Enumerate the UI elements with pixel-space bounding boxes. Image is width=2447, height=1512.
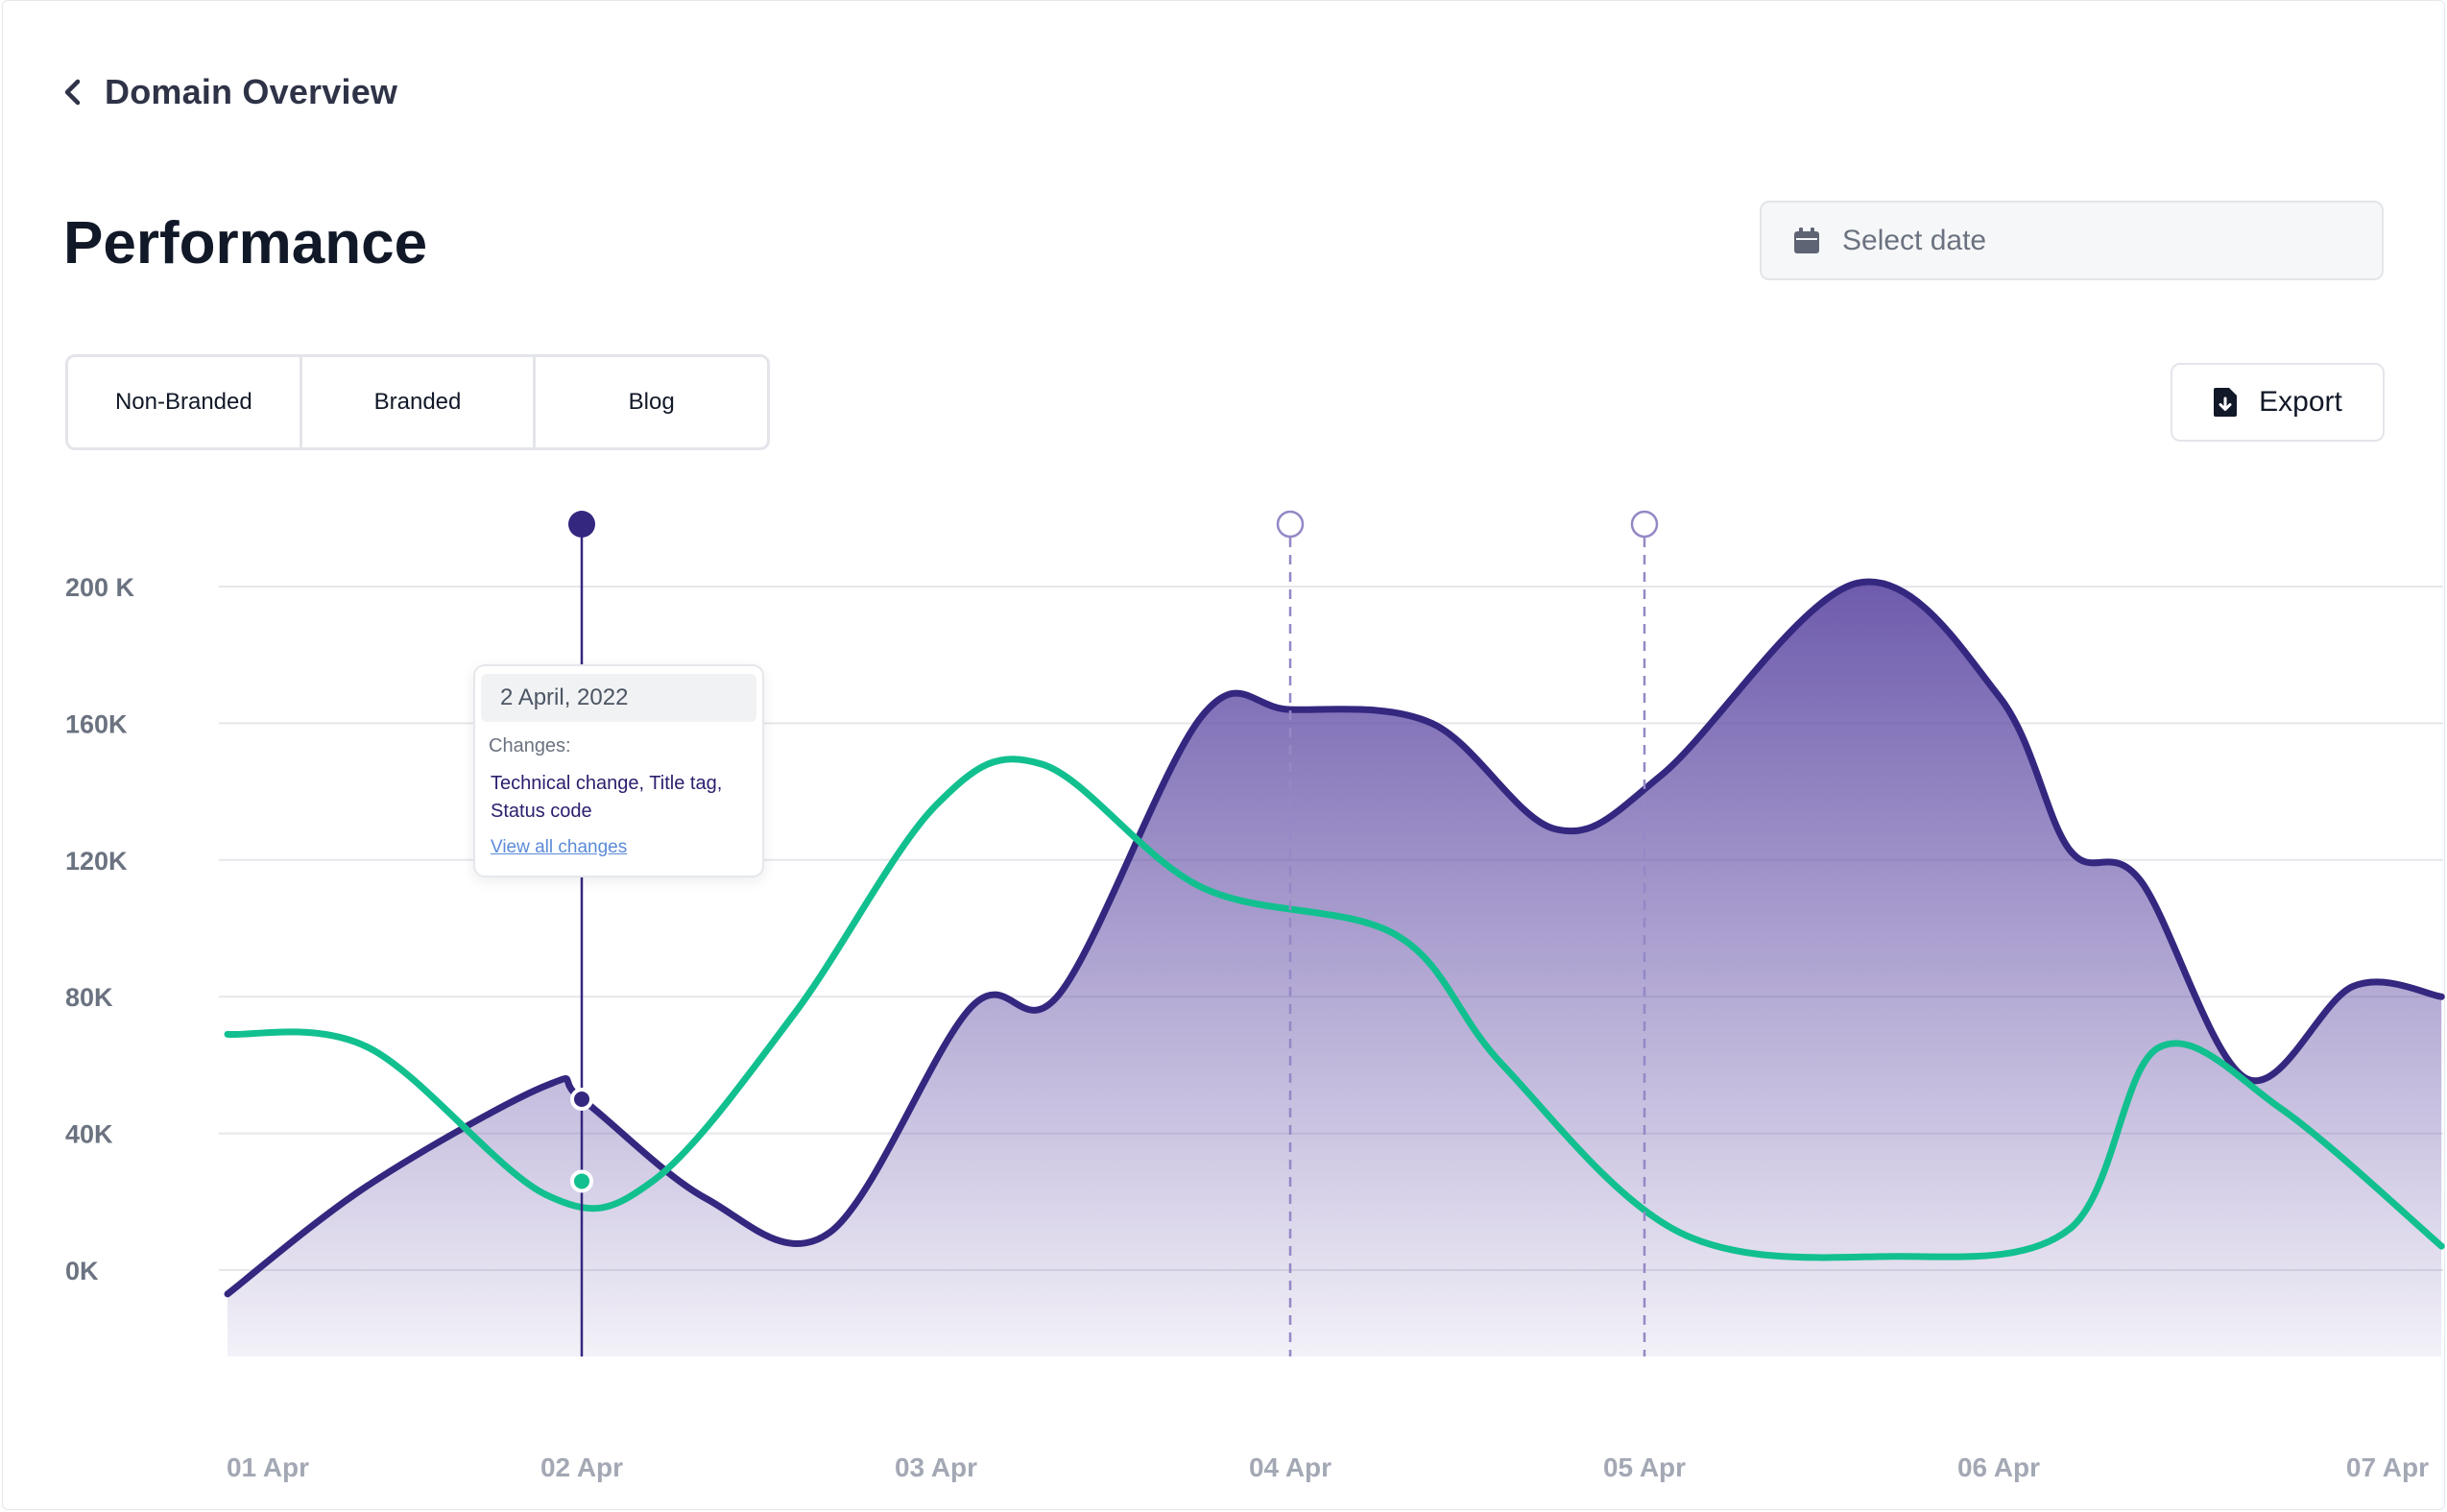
y-tick-label: 120K [65,847,128,876]
y-tick-label: 160K [65,709,128,738]
date-picker[interactable] [1760,201,2384,280]
file-download-icon [2214,388,2238,417]
y-tick-label: 40K [65,1120,113,1149]
segment-tabs: Non-Branded Branded Blog [65,354,770,450]
back-link-label: Domain Overview [105,72,398,111]
x-tick-label: 04 Apr [1249,1452,1331,1482]
tab-non-branded[interactable]: Non-Branded [114,389,252,415]
x-tick-label: 07 Apr [2346,1452,2429,1482]
x-tick-label: 06 Apr [1957,1452,2040,1482]
annotation-marker-dot [1276,510,1305,539]
chevron-left-icon [64,79,81,106]
y-tick-label: 80K [65,983,113,1012]
tab-branded[interactable]: Branded [299,357,534,447]
series-line-green [224,756,2445,1261]
x-tick-label: 03 Apr [895,1452,977,1482]
annotation-marker-dot [1630,510,1659,539]
back-link[interactable]: Domain Overview [62,69,397,115]
tooltip-changes-label: Changes: [489,735,571,756]
tab-blog[interactable]: Blog [533,357,767,447]
series-point [570,1088,593,1111]
chart-tooltip: 2 April, 2022 Changes: Technical change,… [473,664,764,877]
export-button[interactable]: Export [2171,363,2385,442]
page-title: Performance [63,210,428,276]
series-area [228,581,2442,1356]
export-button-label: Export [2259,386,2342,418]
series-point [570,1169,593,1193]
selected-marker-dot [568,511,595,538]
y-tick-label: 200 K [65,573,135,602]
x-tick-label: 01 Apr [227,1452,309,1482]
x-tick-label: 05 Apr [1603,1452,1686,1482]
x-tick-label: 02 Apr [540,1452,623,1482]
view-all-changes-link[interactable]: View all changes [491,837,628,857]
y-tick-label: 0K [65,1257,99,1285]
tooltip-date: 2 April, 2022 [481,674,756,722]
calendar-icon [1794,227,1819,253]
tooltip-changes: Technical change, Title tag, Status code [491,773,723,822]
series-line-purple [224,578,2445,1298]
date-input[interactable] [1840,223,2343,258]
